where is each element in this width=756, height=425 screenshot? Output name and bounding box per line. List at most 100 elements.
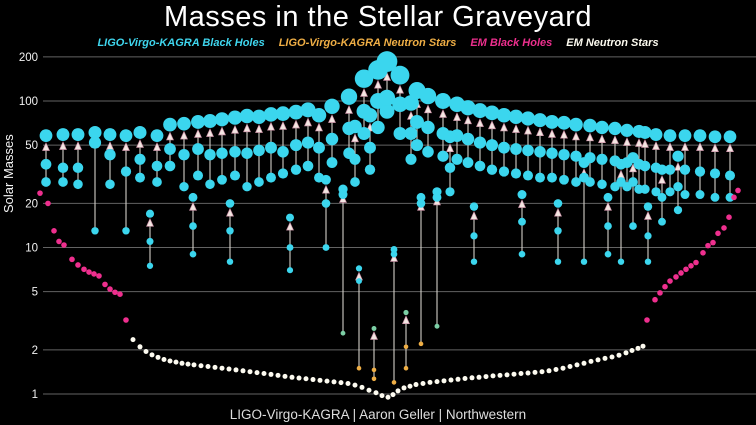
merger-component-dot	[403, 365, 409, 371]
merger-component-dot	[444, 162, 456, 174]
merger-component-dot	[371, 120, 385, 135]
merger-component-dot	[326, 157, 338, 168]
em-black-hole-dot	[107, 286, 113, 292]
merger-final-dot	[354, 69, 374, 88]
em-neutron-star-dot	[161, 356, 167, 362]
merger-arrowhead	[166, 131, 174, 141]
merger-final-dot	[603, 192, 613, 202]
em-neutron-star-dot	[629, 348, 635, 354]
merger-component-dot	[393, 127, 407, 140]
merger-component-dot	[657, 192, 667, 202]
merger-component-dot	[290, 164, 302, 175]
merger-arrowhead	[279, 121, 287, 130]
merger-arrowhead	[402, 315, 410, 324]
merger-component-dot	[104, 149, 116, 161]
em-neutron-star-dot	[247, 369, 253, 375]
y-tick-label: 200	[19, 52, 38, 64]
merger-component-dot	[596, 153, 608, 165]
merger-arrowhead	[488, 120, 496, 130]
em-neutron-star-dot	[379, 393, 385, 399]
merger-final-dot	[484, 105, 500, 121]
merger-final-dot	[362, 107, 378, 123]
em-neutron-star-dot	[352, 382, 358, 388]
em-neutron-star-dot	[395, 388, 401, 394]
merger-component-dot	[474, 160, 486, 172]
merger-final-dot	[239, 108, 255, 124]
merger-component-dot	[253, 144, 265, 157]
legend-item-em_bh: EM Black Holes	[470, 37, 553, 49]
merger-arrowhead	[611, 135, 619, 144]
merger-final-dot	[508, 109, 524, 124]
merger-component-dot	[192, 143, 204, 155]
merger-component-dot	[88, 136, 102, 149]
merger-component-dot	[364, 141, 376, 154]
merger-component-dot	[473, 136, 487, 149]
merger-component-dot	[680, 189, 690, 200]
em-black-hole-dot	[86, 269, 92, 275]
merger-final-dot	[545, 114, 559, 129]
merger-final-dot	[643, 202, 653, 211]
y-tick-label: 100	[19, 96, 38, 108]
merger-component-dot	[694, 166, 706, 177]
merger-component-dot	[73, 179, 83, 190]
merger-component-dot	[404, 127, 418, 140]
merger-arrowhead	[635, 138, 643, 147]
merger-final-dot	[583, 118, 597, 133]
em-neutron-star-dot	[623, 350, 629, 356]
em-black-hole-dot	[721, 225, 727, 231]
component-dots-layer	[40, 89, 736, 385]
em-neutron-star-dot	[476, 374, 482, 380]
em-neutron-star-dot	[455, 376, 461, 382]
merger-final-dot	[275, 106, 291, 121]
em-neutron-star-dot	[373, 390, 379, 396]
merger-component-dot	[135, 172, 145, 183]
merger-component-dot	[350, 177, 360, 187]
merger-component-dot	[189, 222, 197, 230]
merger-arrowhead	[255, 124, 263, 133]
merger-final-dot	[723, 130, 737, 144]
merger-component-dot	[554, 258, 562, 265]
em-neutron-star-dot	[427, 379, 433, 385]
merger-component-dot	[658, 217, 666, 226]
em-neutron-star-dot	[185, 361, 191, 367]
merger-arrowhead	[641, 139, 649, 148]
merger-arrowhead	[106, 141, 114, 150]
merger-final-dot	[371, 326, 377, 331]
merger-final-dot	[390, 65, 410, 85]
merger-component-dot	[313, 141, 325, 154]
merger-final-dot	[608, 121, 622, 136]
merger-arrowhead	[180, 130, 188, 140]
merger-final-dot	[263, 107, 279, 122]
em-neutron-star-dot	[212, 364, 218, 370]
merger-arrowhead	[315, 122, 323, 132]
merger-arrowhead	[658, 174, 666, 184]
merger-component-dot	[340, 330, 346, 336]
merger-component-dot	[418, 341, 424, 347]
em-neutron-star-dot	[130, 337, 136, 343]
merger-arrowhead	[328, 114, 336, 123]
merger-final-dot	[615, 158, 627, 170]
merger-component-dot	[134, 153, 146, 165]
merger-component-dot	[629, 222, 637, 230]
merger-component-dot	[254, 177, 264, 187]
em-black-hole-dot	[123, 317, 129, 323]
merger-final-dot	[469, 202, 479, 211]
merger-component-dot	[644, 232, 652, 240]
merger-component-dot	[357, 127, 371, 140]
em-neutron-star-dot	[401, 385, 407, 391]
merger-final-dot	[517, 189, 527, 200]
merger-component-dot	[485, 139, 499, 152]
merger-component-dot	[151, 160, 163, 172]
em-neutron-star-dot	[296, 375, 302, 381]
merger-component-dot	[204, 149, 216, 161]
merger-component-dot	[559, 174, 569, 185]
merger-component-dot	[41, 177, 51, 187]
em-black-hole-dot	[678, 270, 684, 276]
merger-final-dot	[324, 98, 340, 114]
merger-component-dot	[558, 149, 570, 161]
legend-item-ns: LIGO-Virgo-KAGRA Neutron Stars	[278, 37, 457, 49]
merger-arrowhead	[370, 331, 378, 340]
merger-component-dot	[510, 143, 522, 155]
em-neutron-star-dot	[359, 384, 365, 390]
